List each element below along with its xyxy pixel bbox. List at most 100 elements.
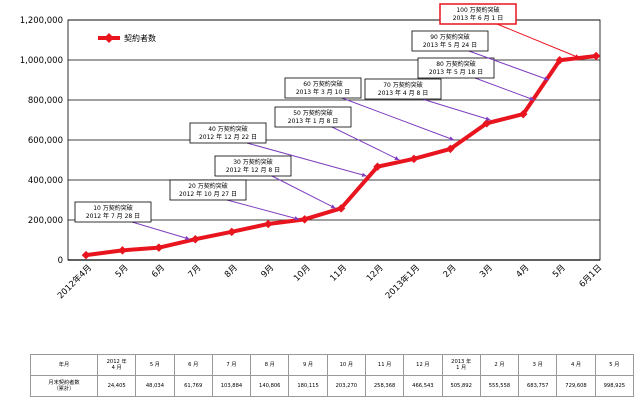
series-line [81, 51, 601, 260]
annotation-arrowhead [394, 156, 400, 160]
x-tick-label: 6月1日 [578, 263, 605, 290]
annotation-arrowhead [184, 235, 190, 241]
y-tick-label: 600,000 [28, 136, 63, 146]
annotation-box [274, 106, 352, 128]
annotation-arrow [496, 23, 580, 59]
annotation-box [169, 179, 247, 201]
table-value-cell: 61,769 [173, 375, 213, 397]
annotation-arrow [226, 199, 300, 220]
annotation-date: 2012 年 7 月 28 日 [86, 212, 140, 220]
annotation-arrowhead [543, 76, 549, 81]
annotation-box [417, 57, 495, 79]
data-point [300, 215, 309, 224]
y-tick-label: 1,000,000 [20, 56, 63, 66]
table-month-cell: 8 月 [250, 354, 290, 376]
annotation-arrowhead [574, 54, 580, 59]
x-tick-label: 3月 [478, 263, 495, 280]
annotation-title: 90 万契約突破 [430, 33, 470, 41]
x-tick-label: 11月 [328, 263, 349, 284]
table-month-cell: 11 月 [364, 354, 405, 376]
annotation-box [74, 201, 152, 223]
annotation-arrowhead [485, 116, 491, 121]
line-chart: 0 200,000 400,000 600,000 800,000 1,000,000 1,… [20, 3, 604, 301]
plot-frame [67, 19, 601, 261]
annotation-box [411, 30, 489, 52]
annotation-box [214, 155, 292, 177]
table-month-cell: 5 月 [135, 354, 175, 376]
data-point [81, 250, 91, 260]
annotation-arrowhead [361, 172, 367, 177]
y-axis-ticks: 0 200,000 400,000 600,000 800,000 1,000,000 1,… [20, 16, 63, 266]
table-value-cell: 555,558 [479, 375, 520, 397]
table-value-cell: 24,405 [96, 375, 137, 397]
y-tick-label: 200,000 [28, 216, 63, 226]
annotation-date: 2013 年 5 月 18 日 [429, 68, 483, 76]
annotation-date: 2013 年 3 月 10 日 [296, 88, 350, 96]
table-month-cell: 2012 年 4 月 [96, 354, 137, 376]
data-point [118, 246, 127, 255]
table-value-cell: 683,757 [518, 375, 558, 397]
x-tick-label: 4月 [514, 263, 531, 280]
annotation-date: 2013 年 6 月 1 日 [453, 14, 503, 22]
annotation-title: 20 万契約突破 [188, 182, 228, 190]
table-header-label: 年月 [30, 354, 98, 376]
data-point [263, 219, 273, 229]
annotation-date: 2012 年 12 月 22 日 [199, 133, 257, 141]
table-month-cell: 7 月 [211, 354, 252, 376]
x-tick-label: 8月 [223, 263, 240, 280]
legend-marker [104, 33, 114, 43]
annotation-arrowhead [294, 216, 300, 221]
data-point [373, 162, 382, 171]
annotation-arrow [468, 50, 549, 81]
table-value-cell: 180,115 [288, 375, 328, 397]
table-month-cell: 10 月 [326, 354, 366, 376]
table-value-cell: 103,884 [211, 375, 252, 397]
data-point [591, 51, 601, 61]
annotation-box [189, 122, 267, 144]
annotation-arrow [341, 97, 455, 141]
x-tick-label: 12月 [365, 263, 386, 284]
annotation-arrowhead [330, 204, 336, 209]
annotation-date: 2013 年 4 月 8 日 [378, 89, 428, 97]
data-point [336, 204, 346, 213]
table-value-cell: 140,806 [250, 375, 290, 397]
annotation-date: 2013 年 1 月 8 日 [288, 117, 338, 125]
annotation-date: 2012 年 10 月 27 日 [179, 190, 237, 198]
y-tick-label: 0 [58, 256, 63, 266]
x-tick-label: 2月 [442, 263, 459, 280]
x-tick-label: 2013年1月 [383, 262, 422, 301]
x-tick-label: 2012年4月 [55, 262, 94, 301]
legend: 契約者数 [98, 33, 156, 43]
annotation-arrow [474, 77, 535, 101]
table-month-cell: 6 月 [173, 354, 213, 376]
annotation-title: 10 万契約突破 [93, 204, 133, 212]
annotation-title: 70 万契約突破 [383, 81, 423, 89]
annotation-arrow [421, 98, 491, 121]
data-point [227, 227, 236, 237]
table-value-cell: 505,892 [441, 375, 481, 397]
annotation-title: 40 万契約突破 [208, 125, 248, 133]
table-value-cell: 48,034 [135, 375, 175, 397]
table-month-cell: 4 月 [556, 354, 596, 376]
annotation-box [364, 78, 442, 100]
y-tick-label: 800,000 [28, 96, 63, 106]
annotation-title: 50 万契約突破 [293, 109, 333, 117]
annotation-box [284, 77, 362, 99]
table-row-label: 月末契約者数 （累計） [30, 375, 98, 397]
table-value-cell: 466,543 [403, 375, 443, 397]
annotation-date: 2013 年 5 月 24 日 [423, 41, 477, 49]
table-value-cell: 258,368 [364, 375, 405, 397]
